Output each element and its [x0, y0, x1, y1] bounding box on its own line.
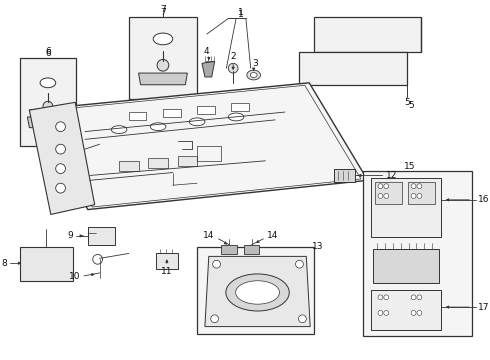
- Polygon shape: [314, 17, 421, 51]
- Circle shape: [56, 183, 66, 193]
- Bar: [197, 106, 215, 114]
- Circle shape: [378, 184, 383, 189]
- Polygon shape: [299, 51, 407, 85]
- Bar: [372, 249, 439, 283]
- Circle shape: [56, 122, 66, 131]
- Circle shape: [384, 193, 389, 198]
- Circle shape: [378, 311, 383, 315]
- Circle shape: [384, 295, 389, 300]
- Circle shape: [411, 193, 416, 198]
- Bar: [408, 182, 435, 204]
- Text: 9: 9: [68, 231, 73, 240]
- Text: 7: 7: [160, 8, 166, 17]
- Bar: [20, 58, 76, 146]
- Text: 1: 1: [238, 10, 244, 19]
- Ellipse shape: [247, 70, 261, 80]
- Bar: [197, 146, 221, 161]
- Bar: [177, 156, 197, 166]
- Bar: [374, 182, 402, 204]
- Text: 6: 6: [45, 47, 51, 56]
- Text: 7: 7: [160, 5, 166, 14]
- Ellipse shape: [226, 274, 289, 311]
- Circle shape: [417, 184, 422, 189]
- Bar: [148, 158, 168, 168]
- Polygon shape: [139, 73, 187, 85]
- Circle shape: [378, 193, 383, 198]
- Text: 6: 6: [45, 49, 51, 58]
- Circle shape: [157, 59, 169, 71]
- Circle shape: [56, 144, 66, 154]
- Circle shape: [93, 255, 102, 264]
- Ellipse shape: [111, 126, 127, 134]
- Bar: [163, 109, 180, 117]
- Circle shape: [298, 315, 306, 323]
- Circle shape: [417, 295, 422, 300]
- Text: 16: 16: [478, 195, 490, 204]
- Circle shape: [295, 260, 303, 268]
- Bar: [370, 289, 441, 330]
- Circle shape: [228, 63, 238, 73]
- Bar: [363, 171, 472, 336]
- Circle shape: [384, 184, 389, 189]
- Ellipse shape: [153, 33, 172, 45]
- Bar: [20, 247, 73, 281]
- Circle shape: [417, 311, 422, 315]
- Circle shape: [411, 295, 416, 300]
- Circle shape: [43, 101, 53, 111]
- Polygon shape: [27, 117, 69, 128]
- Circle shape: [417, 193, 422, 198]
- Text: 4: 4: [204, 47, 210, 56]
- Circle shape: [378, 295, 383, 300]
- Bar: [119, 161, 139, 171]
- Bar: [231, 103, 249, 111]
- Polygon shape: [202, 61, 215, 77]
- Bar: [197, 247, 314, 334]
- Polygon shape: [29, 102, 95, 215]
- Text: 17: 17: [478, 303, 490, 312]
- Text: 11: 11: [161, 267, 172, 276]
- Text: 3: 3: [253, 59, 258, 68]
- Circle shape: [211, 315, 219, 323]
- Ellipse shape: [40, 78, 56, 88]
- Text: 10: 10: [69, 273, 80, 282]
- Ellipse shape: [150, 123, 166, 131]
- Text: 8: 8: [1, 259, 7, 268]
- Text: 15: 15: [404, 162, 416, 171]
- Text: 5: 5: [409, 101, 415, 110]
- Circle shape: [411, 184, 416, 189]
- Circle shape: [213, 260, 220, 268]
- Bar: [334, 168, 355, 182]
- Text: 14: 14: [203, 231, 215, 240]
- Text: 1: 1: [238, 8, 244, 17]
- Ellipse shape: [250, 73, 257, 77]
- Text: 5: 5: [404, 98, 410, 107]
- Polygon shape: [205, 256, 310, 327]
- Circle shape: [411, 311, 416, 315]
- Circle shape: [384, 311, 389, 315]
- Bar: [221, 245, 237, 255]
- Text: 2: 2: [230, 52, 236, 61]
- Ellipse shape: [189, 118, 205, 126]
- Polygon shape: [29, 83, 367, 210]
- Ellipse shape: [228, 113, 244, 121]
- Circle shape: [56, 164, 66, 174]
- Ellipse shape: [236, 281, 279, 304]
- Bar: [156, 253, 177, 269]
- Bar: [244, 245, 260, 255]
- Bar: [88, 227, 115, 245]
- Text: 12: 12: [386, 171, 398, 180]
- Text: 13: 13: [312, 242, 324, 251]
- Text: 14: 14: [268, 231, 279, 240]
- Bar: [129, 17, 197, 99]
- Bar: [370, 178, 441, 237]
- Bar: [129, 112, 147, 120]
